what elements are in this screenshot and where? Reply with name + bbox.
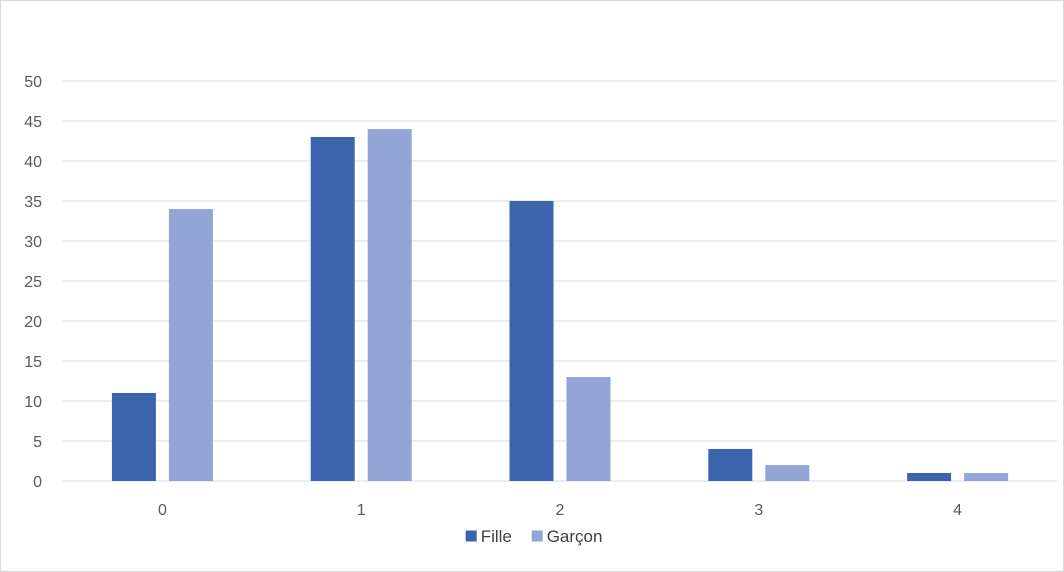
- legend-label: Garçon: [547, 527, 603, 546]
- bar-fille-0: [111, 393, 156, 481]
- y-tick-label: 35: [24, 194, 42, 211]
- y-tick-label: 10: [24, 394, 42, 411]
- y-tick-label: 20: [24, 314, 42, 331]
- y-tick-label: 0: [33, 474, 42, 491]
- gridlines: [63, 80, 1057, 482]
- bar-fille-1: [310, 137, 355, 481]
- x-tick-label: 4: [953, 502, 962, 519]
- y-tick-label: 30: [24, 234, 42, 251]
- y-tick-label: 50: [24, 74, 42, 91]
- y-tick-label: 45: [24, 114, 42, 131]
- bar-garon-3: [765, 465, 810, 481]
- bar-garon-2: [566, 377, 611, 481]
- y-tick-label: 15: [24, 354, 42, 371]
- legend-swatch-fille: [465, 530, 477, 542]
- legend: Fille Garçon: [465, 527, 603, 546]
- y-tick-label: 25: [24, 274, 42, 291]
- bar-fille-4: [907, 473, 952, 481]
- x-tick-label: 3: [754, 502, 763, 519]
- x-tick-label: 2: [556, 502, 565, 519]
- bar-garon-4: [964, 473, 1009, 481]
- x-axis-ticks: 0 1 2 3 4: [158, 502, 962, 519]
- bar-garon-0: [168, 209, 213, 481]
- bar-fille-2: [509, 201, 554, 481]
- y-axis-ticks: 0 5 10 15 20 25 30 35 40 45 50: [24, 74, 42, 491]
- x-tick-label: 1: [357, 502, 366, 519]
- legend-swatch-garon: [531, 530, 543, 542]
- x-tick-label: 0: [158, 502, 167, 519]
- y-tick-label: 5: [33, 434, 42, 451]
- bars: [111, 129, 1009, 481]
- bar-garon-1: [367, 129, 412, 481]
- legend-label: Fille: [481, 527, 512, 546]
- y-tick-label: 40: [24, 154, 42, 171]
- bar-fille-3: [708, 449, 753, 481]
